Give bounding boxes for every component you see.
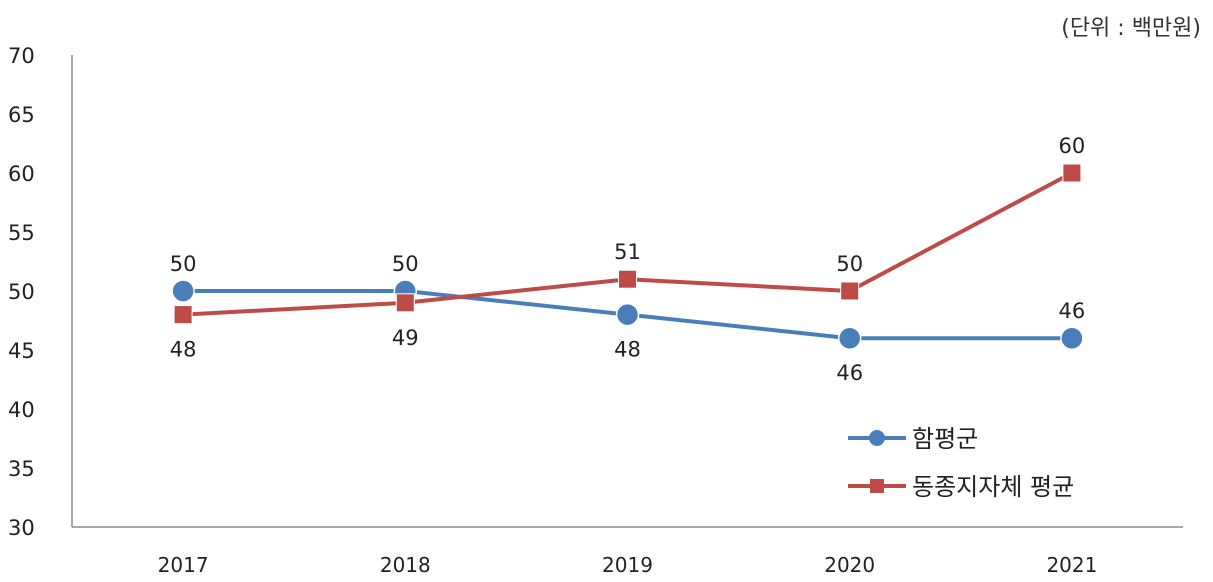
data-point xyxy=(840,281,860,301)
data-point xyxy=(171,279,195,303)
y-tick-label: 50 xyxy=(8,280,35,304)
data-label: 49 xyxy=(392,326,419,350)
x-tick-label: 2021 xyxy=(1046,553,1097,577)
data-point xyxy=(615,302,640,327)
x-tick-label: 2020 xyxy=(824,553,875,577)
data-label: 48 xyxy=(170,338,197,362)
y-tick-label: 35 xyxy=(8,457,35,481)
x-tick-label: 2019 xyxy=(602,553,653,577)
data-point xyxy=(1060,326,1084,350)
data-label: 50 xyxy=(392,252,419,276)
data-label: 46 xyxy=(1059,299,1086,323)
y-tick-label: 60 xyxy=(8,162,35,186)
data-point xyxy=(173,305,193,325)
data-point xyxy=(1062,163,1082,183)
x-tick-label: 2017 xyxy=(158,553,209,577)
y-tick-label: 40 xyxy=(8,398,35,422)
data-label: 50 xyxy=(170,252,197,276)
data-label: 60 xyxy=(1059,134,1086,158)
data-label: 48 xyxy=(614,338,641,362)
legend-label: 함평군 xyxy=(912,425,978,453)
data-point xyxy=(395,293,415,313)
unit-label: (단위 : 백만원) xyxy=(1061,16,1201,41)
y-tick-label: 70 xyxy=(8,44,35,68)
x-tick-label: 2018 xyxy=(380,553,431,577)
y-tick-label: 30 xyxy=(8,516,35,540)
y-tick-label: 65 xyxy=(8,103,35,127)
data-point xyxy=(837,326,862,350)
data-point xyxy=(618,269,637,289)
legend-label: 동종지자체 평균 xyxy=(912,473,1074,501)
y-tick-label: 55 xyxy=(8,221,35,245)
data-label: 50 xyxy=(836,252,863,276)
legend-marker xyxy=(870,479,884,493)
data-label: 46 xyxy=(836,361,863,385)
legend-marker xyxy=(869,430,885,446)
data-label: 51 xyxy=(614,240,641,264)
y-tick-label: 45 xyxy=(8,339,35,363)
